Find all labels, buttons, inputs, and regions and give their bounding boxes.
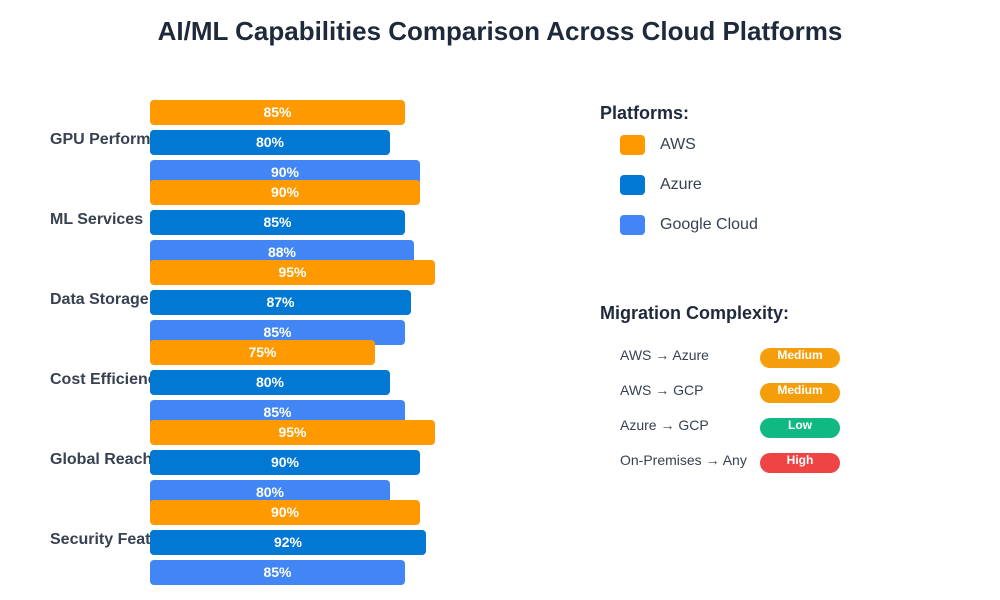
category-label: GPU Performance [50,131,150,148]
bar-aws: 90% [150,180,420,205]
bar-azure: 85% [150,210,405,235]
legend-item: Azure [620,175,702,195]
migration-route: Azure → GCP [620,417,709,433]
bar-azure: 80% [150,130,390,155]
legend-swatch [620,135,645,155]
legend-item: Google Cloud [620,215,758,235]
migration-route: On-Premises → Any [620,452,747,468]
migration-route: AWS → GCP [620,382,704,398]
bar-azure: 90% [150,450,420,475]
legend-label: Google Cloud [660,216,758,233]
chart-title: AI/ML Capabilities Comparison Across Clo… [157,16,843,46]
category-label: ML Services [50,211,144,228]
category-label: Security Features [50,531,150,548]
complexity-badge: Low [760,418,840,438]
legend-item: AWS [620,135,696,155]
bar-aws: 90% [150,500,420,525]
bar-aws: 85% [150,100,405,125]
category-label: Data Storage [50,291,149,308]
bar-azure: 80% [150,370,390,395]
legend-title: Platforms: [600,103,690,123]
bar-aws: 75% [150,340,375,365]
complexity-badge: High [760,453,840,473]
category-label: Cost Efficiency [50,371,150,388]
bar-aws: 95% [150,420,435,445]
bar-aws: 95% [150,260,435,285]
complexity-badge: Medium [760,383,840,403]
bar-azure: 92% [150,530,426,555]
category-label: Global Reach [50,451,150,468]
complexity-badge: Medium [760,348,840,368]
legend-swatch [620,175,645,195]
legend-label: AWS [660,136,696,153]
bar-google-cloud: 85% [150,560,405,585]
migration-title: Migration Complexity: [600,303,790,323]
legend-label: Azure [660,176,702,193]
bar-azure: 87% [150,290,411,315]
legend-swatch [620,215,645,235]
migration-route: AWS → Azure [620,347,709,363]
